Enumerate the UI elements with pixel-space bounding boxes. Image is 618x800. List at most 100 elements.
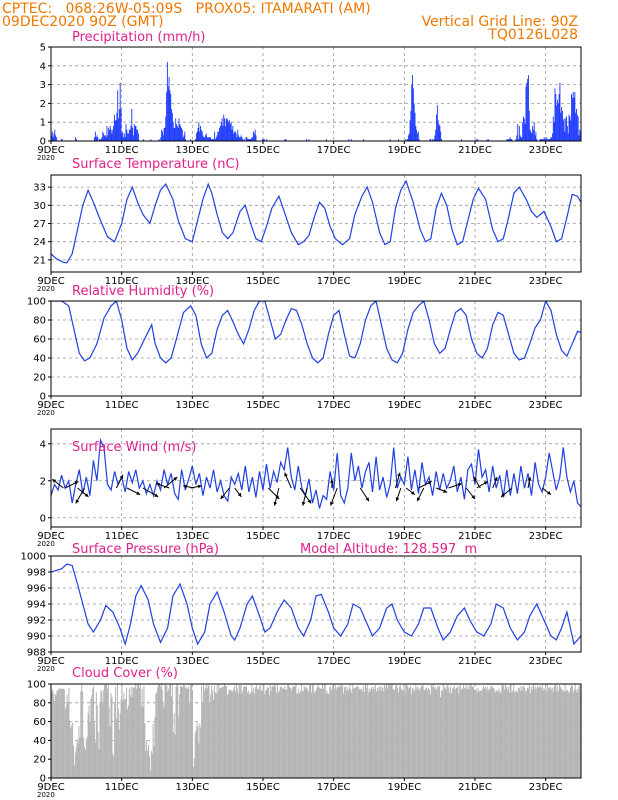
precip-bar [573,97,575,141]
cloud-bar [380,690,382,778]
precip-bar [101,137,103,141]
cloud-bar [247,690,249,778]
plot-frame [50,683,582,779]
precip-bar [137,133,139,141]
cloud-bar [386,684,388,778]
cloud-bar [129,695,131,778]
cloud-bar [202,702,204,778]
cloud-bar [544,689,546,778]
cloud-bar [243,686,245,778]
cloud-bar [246,692,248,778]
precip-bar [113,114,115,141]
cloud-bar [476,692,478,778]
precip-bar [117,90,119,141]
cloud-bar [240,684,242,778]
precip-bar [553,122,555,141]
cloud-bar [563,691,565,778]
cloud-bar [260,690,262,778]
cloud-bar [470,684,472,778]
cloud-bar [54,694,56,778]
cloud-bar [131,697,133,778]
cloud-bar [137,684,139,778]
cloud-bar [197,726,199,778]
wind-vector-head [156,482,161,487]
cloud-bar [469,685,471,778]
cloud-bar [565,691,567,778]
cloud-bar [511,692,513,778]
cloud-bar [416,688,418,778]
cloud-bar [338,685,340,778]
precip-bar [559,82,561,141]
cloud-bar [279,686,281,778]
precip-bar [210,139,212,141]
cloud-bar [423,689,425,778]
precip-bar [133,124,135,141]
wind-vector-head [197,484,202,489]
cloud-bar [440,690,442,778]
cloud-bar [513,684,515,778]
cloud-bar [78,726,80,778]
x-tick-label: 19DEC [387,531,421,542]
cloud-bar [151,753,153,778]
precip-bar [110,129,112,141]
x-tick-label: 15DEC [246,531,280,542]
cloud-bar [133,686,135,778]
cloud-bar [419,687,421,778]
cloud-bar [256,688,258,778]
cloud-bar [421,685,423,778]
x-tick-label: 15DEC [246,145,280,156]
cloud-bar [85,739,87,778]
precip-bar [115,120,117,141]
cloud-bar [98,748,100,778]
precip-bar [219,127,221,141]
precip-bar [522,122,524,141]
precip-bar [557,103,559,141]
x-tick-label: 23DEC [529,276,563,287]
precip-bar [262,139,264,141]
precip-bar [237,129,239,141]
panel-temperature: 21 24 27 30 33 9DEC 11DEC 13DEC 15DEC 17DEC 19DEC 2… [33,157,582,293]
x-tick-label: 19DEC [387,276,421,287]
cloud-bar [58,688,60,778]
y-tick-label: 60 [33,335,46,346]
cloud-bar [572,692,574,778]
cloud-bar [113,756,115,778]
cloud-bar [107,684,109,778]
x-tick-label: 21DEC [458,276,492,287]
precip-bar [201,131,203,141]
precip-bar [433,139,435,141]
cloud-bar [429,689,431,778]
cloud-bar [249,693,251,778]
rh-series-line [51,301,581,364]
precip-bar [543,137,545,141]
cloud-bar [477,687,479,778]
precip-bar [561,107,563,141]
cloud-bar [143,685,145,778]
cloud-bar [571,685,573,778]
precip-bar [547,139,549,141]
y-tick-label: 990 [27,632,46,643]
cloud-bar [64,709,66,778]
cloud-bar [367,692,369,778]
cloud-bar [449,692,451,778]
cloud-bar [195,730,197,778]
x-tick-label: 11DEC [105,782,139,793]
cloud-bar [562,690,564,778]
cloud-bar [263,684,265,778]
precip-bar [549,139,551,141]
cloud-bar [550,689,552,778]
cloud-bar [182,684,184,778]
precip-bar [477,139,479,141]
cloud-bar [459,684,461,778]
cloud-bar [538,685,540,778]
precip-bar [235,133,237,141]
precip-bar [575,112,577,141]
cloud-bar [132,687,134,778]
cloud-bar [410,694,412,778]
cloud-bar [126,687,128,778]
cloud-bar [331,690,333,778]
precip-bar [222,125,224,141]
precip-bar [532,129,534,141]
precip-bar [212,139,214,141]
cloud-bar [198,743,200,778]
